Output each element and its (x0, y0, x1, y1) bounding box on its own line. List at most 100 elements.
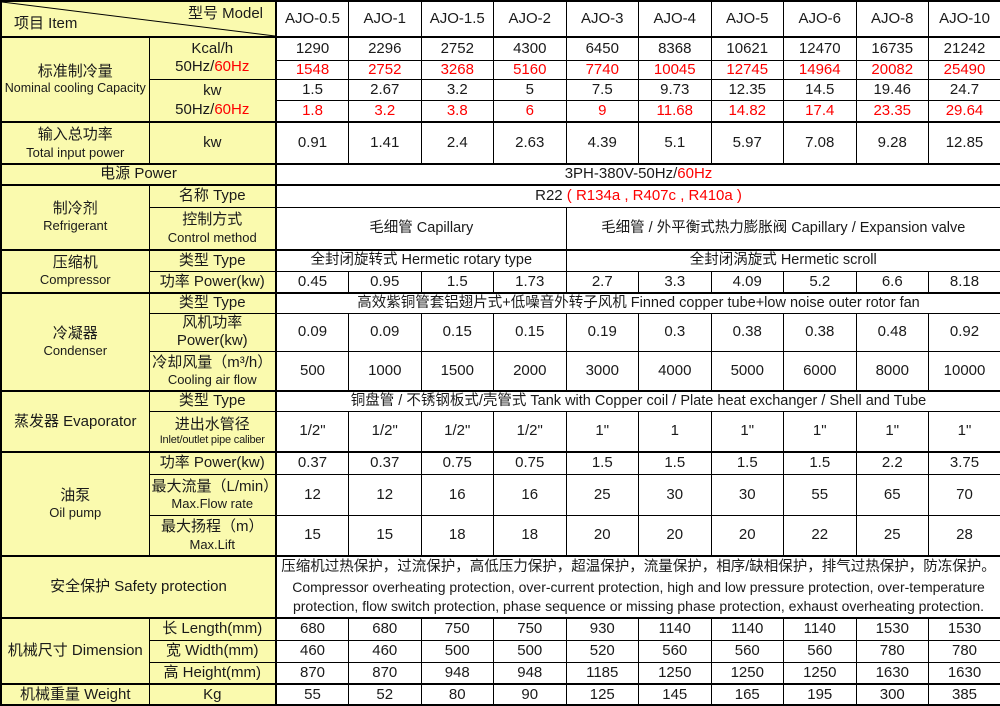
value-cell: 680 (349, 618, 422, 640)
value-cell: 6.6 (856, 272, 929, 293)
value-cell: 30 (639, 474, 712, 515)
section-label-power: 电源 Power (1, 164, 276, 184)
freq-60hz-label: 60Hz (214, 58, 249, 75)
value-cell: 1" (856, 411, 929, 452)
value-cell: 10621 (711, 37, 784, 60)
value-cell: 12.35 (711, 79, 784, 100)
value-cell: 300 (856, 684, 929, 705)
section-label-safety: 安全保护 Safety protection (1, 556, 276, 618)
value-cell: 1250 (711, 662, 784, 684)
value-cell: 20082 (856, 60, 929, 79)
safety-protection-text: 压缩机过热保护，过流保护，高低压力保护，超温保护，流量保护，相序/缺相保护，排气… (276, 556, 1000, 618)
value-cell: 1630 (856, 662, 929, 684)
value-cell: 12 (276, 474, 349, 515)
value-cell: 780 (856, 640, 929, 662)
row-label-kcal: Kcal/h 50Hz/60Hz (149, 37, 276, 79)
value-cell: 18 (494, 515, 567, 556)
condenser-type-value: 高效紫铜管套铝翅片式+低噪音外转子风机 Finned copper tube+l… (276, 293, 1000, 314)
value-cell: 500 (494, 640, 567, 662)
value-cell: 5.97 (711, 122, 784, 164)
value-cell: 780 (929, 640, 1000, 662)
value-cell: 12.85 (929, 122, 1000, 164)
row-label-height: 高 Height(mm) (149, 662, 276, 684)
value-cell: 5.1 (639, 122, 712, 164)
value-cell: 1140 (784, 618, 857, 640)
value-cell: 5.2 (784, 272, 857, 293)
value-cell: 385 (929, 684, 1000, 705)
value-cell: 22 (784, 515, 857, 556)
row-label-pipe-caliber: 进出水管径 Inlet/outlet pipe caliber (149, 411, 276, 452)
value-cell: 0.38 (784, 314, 857, 352)
value-cell: 1/2" (494, 411, 567, 452)
model-column-header: AJO-1 (349, 1, 422, 37)
row-label-kw: kw 50Hz/60Hz (149, 79, 276, 122)
value-cell: 16 (421, 474, 494, 515)
row-label-compressor-power: 功率 Power(kw) (149, 272, 276, 293)
power-60hz: 60Hz (677, 165, 712, 182)
value-cell: 680 (276, 618, 349, 640)
value-cell: 0.45 (276, 272, 349, 293)
row-label-condenser-type: 类型 Type (149, 293, 276, 314)
model-column-header: AJO-3 (566, 1, 639, 37)
row-pipe-caliber: 进出水管径 Inlet/outlet pipe caliber 1/2"1/2"… (1, 411, 1000, 452)
row-label-refrigerant-name: 名称 Type (149, 185, 276, 208)
value-cell: 8368 (639, 37, 712, 60)
section-label-oil-pump: 油泵 Oil pump (1, 452, 149, 556)
value-cell: 3000 (566, 351, 639, 391)
row-evaporator-type: 蒸发器 Evaporator 类型 Type 铜盘管 / 不锈钢板式/壳管式 T… (1, 391, 1000, 411)
value-cell: 948 (421, 662, 494, 684)
value-cell: 17.4 (784, 100, 857, 122)
value-cell: 1250 (639, 662, 712, 684)
value-cell: 0.19 (566, 314, 639, 352)
value-cell: 23.35 (856, 100, 929, 122)
value-cell: 1/2" (349, 411, 422, 452)
value-cell: 20 (566, 515, 639, 556)
value-cell: 3.8 (421, 100, 494, 122)
value-cell: 1.5 (784, 452, 857, 474)
value-cell: 15 (276, 515, 349, 556)
value-cell: 165 (711, 684, 784, 705)
row-refrigerant-name: 制冷剂 Refrigerant 名称 Type R22 ( R134a , R4… (1, 185, 1000, 208)
value-cell: 0.09 (276, 314, 349, 352)
value-cell: 2000 (494, 351, 567, 391)
value-cell: 2296 (349, 37, 422, 60)
value-cell: 1 (639, 411, 712, 452)
value-cell: 1.8 (276, 100, 349, 122)
model-column-header: AJO-10 (929, 1, 1000, 37)
model-column-header: AJO-2 (494, 1, 567, 37)
value-cell: 1630 (929, 662, 1000, 684)
value-cell: 14.5 (784, 79, 857, 100)
control-method-expansion: 毛细管 / 外平衡式热力膨胀阀 Capillary / Expansion va… (566, 208, 1000, 250)
value-cell: 1.5 (711, 452, 784, 474)
row-label-cooling-airflow: 冷却风量（m³/h） Cooling air flow (149, 351, 276, 391)
value-cell: 2752 (349, 60, 422, 79)
header-corner-cell: 型号 Model 项目 Item (1, 1, 276, 37)
value-cell: 0.75 (421, 452, 494, 474)
row-label-weight-kg: Kg (149, 684, 276, 705)
value-cell: 1/2" (276, 411, 349, 452)
value-cell: 12745 (711, 60, 784, 79)
value-cell: 1185 (566, 662, 639, 684)
value-cell: 560 (639, 640, 712, 662)
section-label-refrigerant: 制冷剂 Refrigerant (1, 185, 149, 250)
value-cell: 14.82 (711, 100, 784, 122)
value-cell: 4.39 (566, 122, 639, 164)
value-cell: 12 (349, 474, 422, 515)
value-cell: 3.2 (421, 79, 494, 100)
value-cell: 9 (566, 100, 639, 122)
value-cell: 16 (494, 474, 567, 515)
value-cell: 1250 (784, 662, 857, 684)
value-cell: 21242 (929, 37, 1000, 60)
refrigerant-name-value: R22 ( R134a , R407c , R410a ) (276, 185, 1000, 208)
value-cell: 70 (929, 474, 1000, 515)
value-cell: 0.3 (639, 314, 712, 352)
model-header-label: 型号 Model (188, 5, 263, 23)
value-cell: 25 (856, 515, 929, 556)
value-cell: 52 (349, 684, 422, 705)
value-cell: 1.41 (349, 122, 422, 164)
